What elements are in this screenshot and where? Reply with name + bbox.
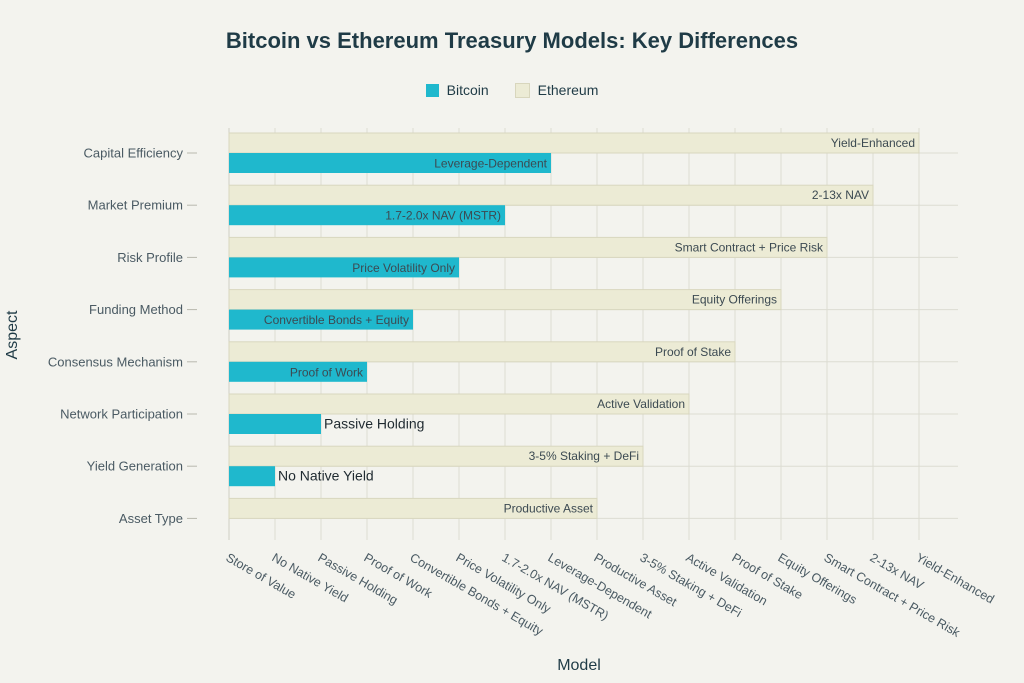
legend-swatch-bitcoin (425, 83, 439, 97)
y-tick-label-funding-method: Funding Method (89, 302, 183, 317)
y-tick-label-market-premium: Market Premium (88, 198, 183, 213)
bar-bitcoin-yield-generation[interactable] (229, 466, 275, 487)
bar-ethereum-consensus-mechanism[interactable] (228, 341, 736, 363)
legend-label-bitcoin: Bitcoin (446, 82, 489, 98)
y-tick-label-network-participation: Network Participation (60, 407, 183, 422)
bar-ethereum-yield-generation[interactable] (228, 445, 644, 467)
y-tick-label-consensus-mechanism: Consensus Mechanism (48, 354, 183, 369)
y-tick-label-asset-type: Asset Type (119, 511, 183, 526)
y-tick-label-risk-profile: Risk Profile (117, 250, 183, 265)
bar-label-ethereum-network-participation: Active Validation (597, 397, 685, 411)
bar-ethereum-market-premium[interactable] (228, 184, 874, 206)
bar-ethereum-asset-type[interactable] (228, 497, 598, 519)
bar-bitcoin-risk-profile[interactable] (229, 257, 459, 278)
bar-bitcoin-consensus-mechanism[interactable] (229, 361, 367, 382)
bar-ethereum-capital-efficiency[interactable] (228, 132, 920, 154)
y-tick-label-yield-generation: Yield Generation (87, 459, 183, 474)
bars: Yield-Enhanced Leverage-Dependent 2-13x NA… (228, 132, 920, 519)
x-tick-label-passive-holding: Passive Holding (316, 550, 401, 607)
bar-label-bitcoin-network-participation: Passive Holding (324, 416, 424, 432)
bar-label-bitcoin-capital-efficiency: Leverage-Dependent (434, 157, 547, 171)
bar-label-ethereum-capital-efficiency: Yield-Enhanced (831, 136, 915, 150)
bar-label-bitcoin-risk-profile: Price Volatility Only (352, 261, 455, 275)
bar-ethereum-risk-profile[interactable] (228, 236, 828, 258)
bar-label-ethereum-risk-profile: Smart Contract + Price Risk (675, 240, 824, 254)
chart-title: Bitcoin vs Ethereum Treasury Models: Key… (225, 28, 799, 53)
legend: Bitcoin Ethereum (0, 82, 1024, 98)
bar-bitcoin-capital-efficiency[interactable] (229, 153, 551, 173)
bar-ethereum-network-participation[interactable] (228, 393, 690, 415)
bar-label-ethereum-yield-generation: 3-5% Staking + DeFi (529, 449, 639, 463)
legend-item-bitcoin[interactable]: Bitcoin (425, 82, 489, 98)
bar-label-ethereum-consensus-mechanism: Proof of Stake (655, 345, 731, 359)
legend-item-ethereum[interactable]: Ethereum (514, 82, 599, 98)
bar-label-bitcoin-yield-generation: No Native Yield (278, 468, 374, 484)
legend-swatch-ethereum (514, 82, 530, 98)
bar-bitcoin-funding-method[interactable] (229, 309, 413, 330)
bar-label-ethereum-market-premium: 2-13x NAV (812, 188, 869, 202)
legend-label-ethereum: Ethereum (537, 82, 599, 98)
x-tick-label-equity-offerings: Equity Offerings (776, 550, 860, 606)
bar-bitcoin-network-participation[interactable] (229, 414, 321, 434)
x-tick-label-yield-enhanced: Yield-Enhanced (914, 550, 997, 606)
x-axis-title: Model (557, 657, 601, 674)
bar-label-ethereum-asset-type: Productive Asset (504, 501, 594, 515)
y-axis-title: Aspect (4, 310, 21, 359)
bar-label-bitcoin-market-premium: 1.7-2.0x NAV (MSTR) (385, 209, 501, 223)
bar-label-bitcoin-consensus-mechanism: Proof of Work (290, 365, 364, 379)
y-tick-labels: Capital Efficiency Market Premium Risk Pro… (48, 146, 197, 526)
bar-bitcoin-market-premium[interactable] (229, 205, 505, 226)
y-tick-label-capital-efficiency: Capital Efficiency (84, 146, 184, 161)
bar-label-bitcoin-funding-method: Convertible Bonds + Equity (264, 313, 409, 327)
bar-label-ethereum-funding-method: Equity Offerings (692, 293, 777, 307)
bar-ethereum-funding-method[interactable] (228, 289, 782, 311)
